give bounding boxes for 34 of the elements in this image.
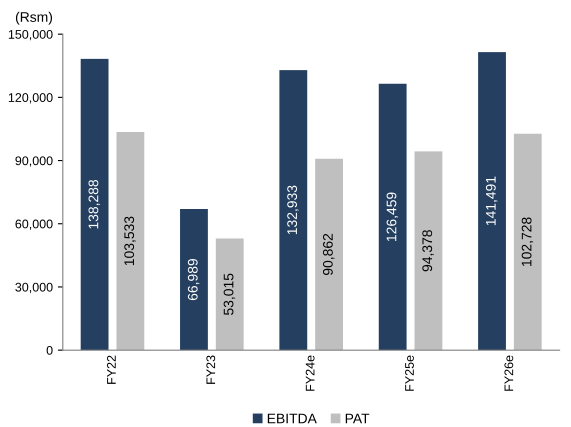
y-tick-label: 150,000 — [8, 30, 53, 40]
x-tick-label: FY24e — [306, 356, 315, 391]
data-label: 141,491 — [486, 176, 498, 226]
x-tick-label: FY22 — [106, 356, 116, 384]
y-axis-title: (Rsm) — [16, 12, 52, 25]
data-label: 138,288 — [88, 180, 100, 229]
data-label: 94,378 — [422, 230, 434, 272]
y-tick-label: 60,000 — [15, 220, 53, 230]
data-label: 53,015 — [224, 274, 236, 315]
bar — [478, 52, 506, 350]
bar — [514, 134, 542, 350]
y-tick-label: 90,000 — [15, 156, 53, 167]
bar — [216, 238, 244, 350]
data-label: 102,728 — [522, 217, 534, 266]
data-label: 103,533 — [124, 216, 136, 266]
bar — [279, 70, 308, 350]
bar — [180, 209, 208, 350]
bar — [414, 151, 442, 350]
x-tick-label: FY26e — [504, 356, 514, 391]
bar — [116, 132, 144, 350]
y-tick-label: 0 — [46, 346, 53, 355]
y-tick-label: 30,000 — [15, 282, 53, 294]
bar — [80, 58, 109, 350]
data-label: 66,989 — [188, 259, 200, 300]
bar — [378, 84, 407, 350]
legend-label: EBITDA — [268, 414, 317, 424]
data-label: 126,459 — [386, 192, 398, 241]
y-tick-label: 120,000 — [8, 93, 53, 104]
x-tick-label: FY23 — [206, 356, 216, 384]
data-label: 132,933 — [287, 186, 299, 234]
data-label: 90,862 — [322, 234, 334, 276]
x-tick-label: FY25e — [405, 356, 414, 391]
legend-label: PAT — [346, 414, 370, 424]
bar — [315, 158, 343, 350]
